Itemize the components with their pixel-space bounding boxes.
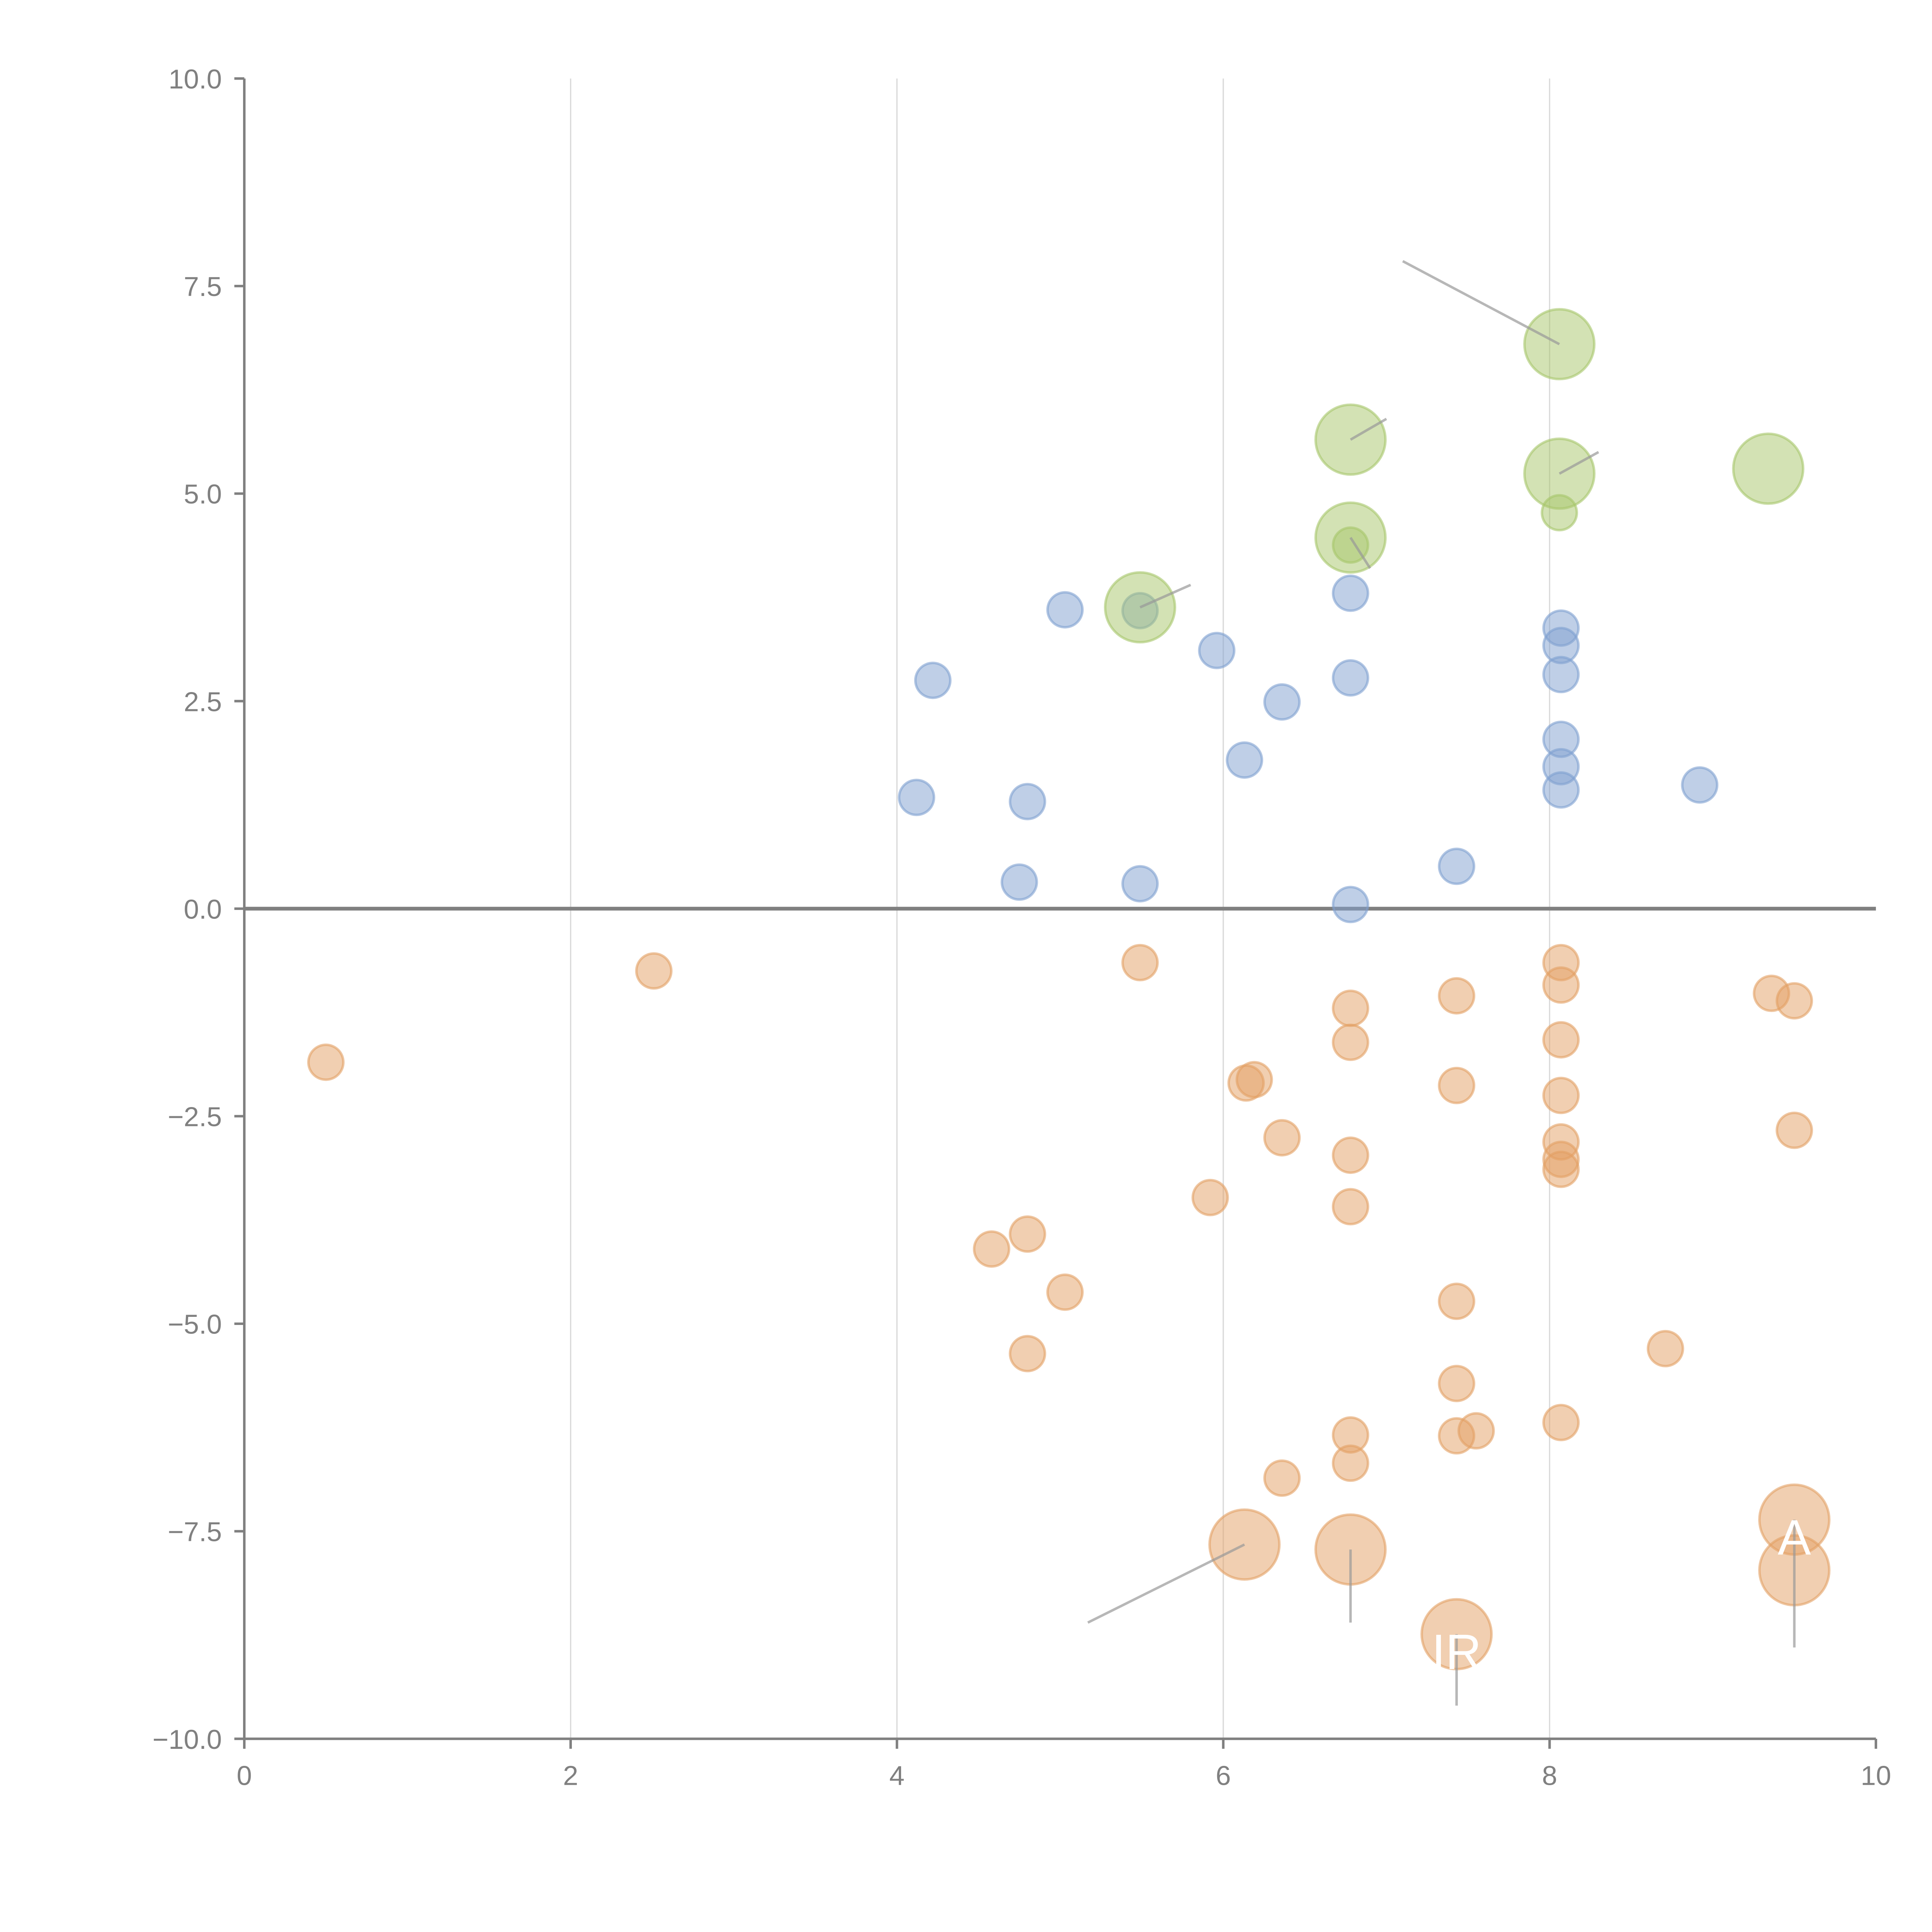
y-axis-ticks: 10.0 7.5 5.0 2.5 0.0 −2.5 −5.0 −7.5 −10.0 (153, 64, 245, 1755)
orange-point (1438, 1066, 1476, 1104)
y-tick-label: 2.5 (184, 687, 222, 717)
y-tick-label: 5.0 (184, 479, 222, 510)
orange-point (1332, 1136, 1369, 1174)
orange-point (1263, 1459, 1301, 1497)
orange-point (1542, 966, 1580, 1004)
blue-point (1000, 863, 1038, 901)
y-tick-label: −2.5 (168, 1102, 222, 1133)
orange-point (1542, 1021, 1580, 1059)
orange-point (307, 1043, 345, 1081)
annotation-leader-line (1350, 418, 1387, 441)
annotation-label: A (1778, 1510, 1811, 1565)
annotation-leader-line (1349, 537, 1371, 569)
orange-point (1542, 1150, 1580, 1188)
orange-point (1191, 1179, 1229, 1216)
annotation-leader-line (1139, 583, 1191, 609)
blue-point (1681, 766, 1719, 804)
orange-point (1776, 1111, 1813, 1149)
orange-point (973, 1230, 1010, 1268)
x-tick-label: 2 (563, 1760, 578, 1791)
blue-point (1542, 771, 1580, 809)
green-point (1332, 526, 1369, 564)
blue-point (1542, 656, 1580, 694)
data-points (307, 308, 1831, 1670)
orange-point (1646, 1330, 1684, 1367)
blue-point (1009, 783, 1046, 820)
y-tick-label: 0.0 (184, 894, 222, 925)
orange-point (1332, 1024, 1369, 1061)
x-tick-label: 8 (1542, 1760, 1557, 1791)
orange-point (1438, 1282, 1476, 1320)
blue-point (1332, 574, 1369, 612)
orange-point (1332, 1444, 1369, 1482)
y-tick-label: −10.0 (153, 1725, 222, 1755)
green-point (1732, 432, 1804, 505)
blue-point (1226, 741, 1264, 779)
y-tick-label: −5.0 (168, 1310, 222, 1340)
blue-point (1438, 847, 1476, 885)
annotation-label: IR (1432, 1624, 1481, 1680)
orange-point (1332, 1188, 1369, 1226)
orange-point (1046, 1273, 1084, 1311)
y-tick-label: 7.5 (184, 272, 222, 302)
annotation-leader-line (1087, 1543, 1245, 1624)
blue-point (1332, 886, 1369, 923)
y-tick-label: 10.0 (168, 64, 222, 95)
orange-point (1438, 1365, 1476, 1402)
orange-point (1121, 944, 1159, 981)
x-tick-label: 0 (237, 1760, 252, 1791)
orange-point (1263, 1119, 1301, 1156)
blue-point (1332, 659, 1369, 697)
annotation-leader-line (1402, 260, 1560, 345)
blue-point (914, 662, 952, 699)
annotations: IR A (1087, 260, 1811, 1706)
green-point (1541, 494, 1578, 532)
orange-point (1776, 982, 1813, 1020)
orange-point (1332, 990, 1369, 1027)
orange-point (1009, 1215, 1046, 1253)
orange-point (1542, 1077, 1580, 1114)
blue-point (1198, 632, 1236, 669)
x-tick-label: 6 (1216, 1760, 1231, 1791)
x-tick-label: 10 (1861, 1760, 1891, 1791)
orange-point (1009, 1335, 1046, 1372)
blue-point (1121, 865, 1159, 903)
orange-point (1235, 1061, 1273, 1099)
orange-point (635, 952, 673, 990)
blue-point (898, 779, 935, 816)
orange-point (1542, 1404, 1580, 1441)
orange-point (1438, 977, 1476, 1015)
blue-point (1046, 591, 1084, 629)
blue-point (1263, 683, 1301, 721)
annotation-leader-line (1559, 451, 1599, 475)
y-tick-label: −7.5 (168, 1517, 222, 1548)
orange-point (1457, 1412, 1495, 1450)
x-tick-label: 4 (889, 1760, 905, 1791)
x-axis-ticks: 0 2 4 6 8 10 (237, 1739, 1891, 1791)
